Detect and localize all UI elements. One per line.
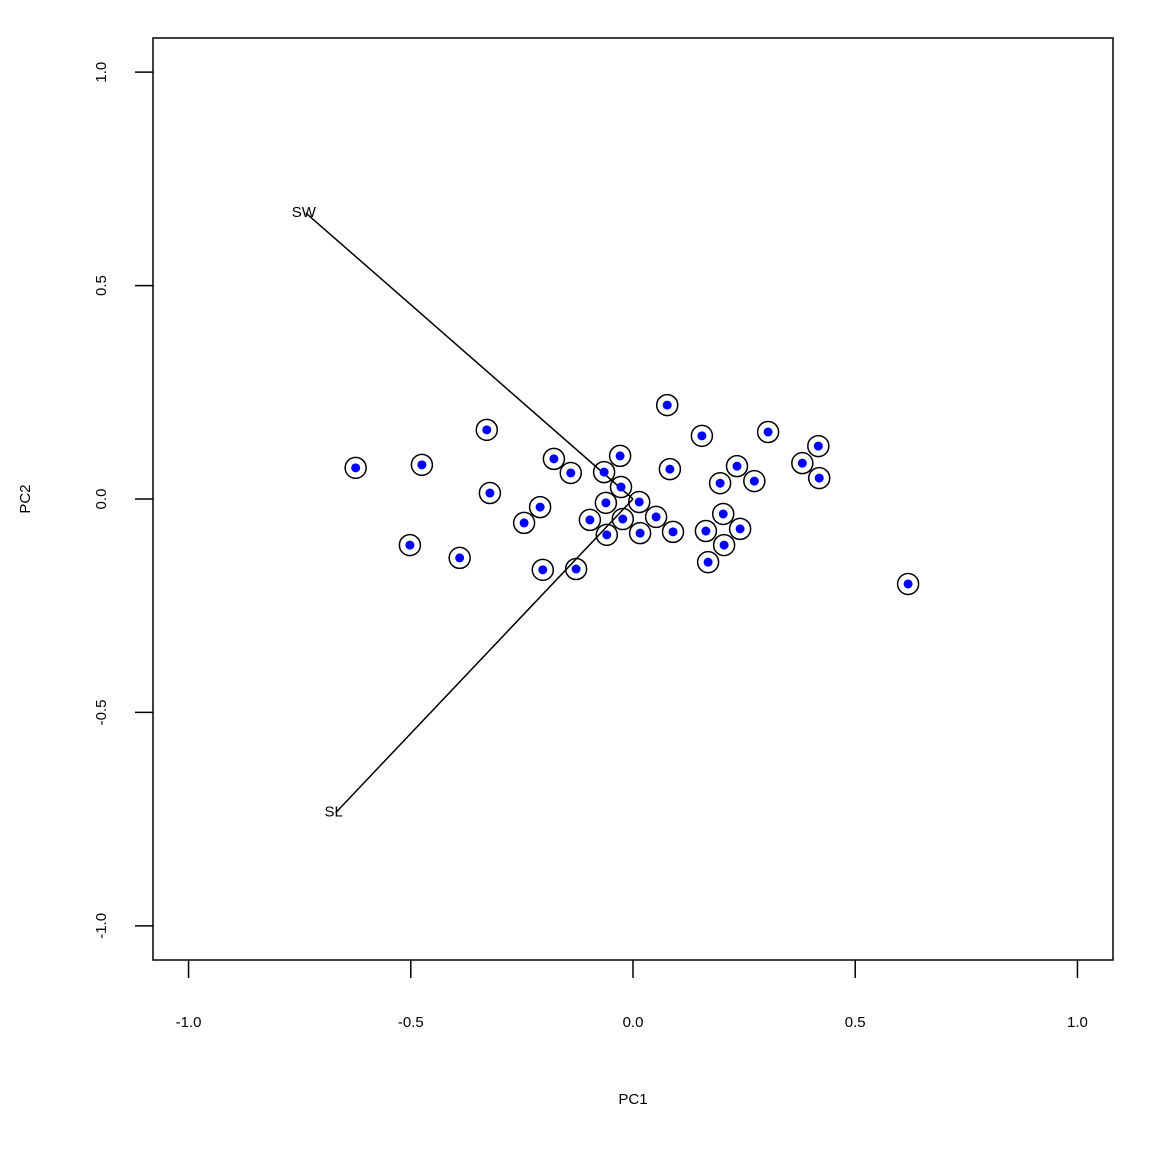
point [735,524,745,534]
point-ring [627,490,651,514]
point [535,502,545,512]
point-ring [807,466,831,490]
point [718,509,728,519]
y-tick-label: -1.0 [93,913,110,939]
point [601,498,611,508]
loading-arrow [335,498,634,814]
y-tick-label: -0.5 [93,699,110,725]
point [813,441,823,451]
point [566,468,576,478]
point-ring [531,558,555,582]
point-ring [528,495,552,519]
y-tick-label: 0.0 [93,489,110,510]
point-ring [542,447,566,471]
point [715,478,725,488]
point-ring [694,519,718,543]
point-ring [592,460,616,484]
point-ring [628,521,652,545]
point-ring [559,461,583,485]
point [519,518,529,528]
point [615,451,625,461]
loading-label: SW [292,204,317,221]
point [814,473,824,483]
point [651,512,661,522]
point-ring [564,557,588,581]
point [455,553,465,563]
point [665,464,675,474]
point-ring [728,517,752,541]
point [485,488,495,498]
point-ring [608,444,632,468]
point-ring [655,393,679,417]
point-ring [611,507,635,531]
point [703,557,713,567]
x-tick-label: 1.0 [1067,1014,1088,1031]
point-ring [448,546,471,570]
point [634,497,644,507]
point [549,454,559,464]
point-ring [708,471,732,495]
point-ring [512,511,536,535]
point-ring [725,454,749,478]
point-ring [344,456,367,480]
point-ring [807,434,830,458]
point-ring [410,453,434,477]
point [719,540,729,550]
point [797,458,807,468]
point-ring [578,508,602,532]
x-tick-label: -1.0 [176,1014,202,1031]
point [635,528,645,538]
point-ring [661,520,685,544]
point-ring [658,457,682,481]
point-ring [712,533,736,557]
point [732,461,742,471]
x-tick-label: -0.5 [398,1014,424,1031]
point [417,460,427,470]
x-axis-title: PC1 [618,1091,647,1108]
x-tick-label: 0.0 [623,1014,644,1031]
point-ring [791,451,814,475]
point [749,476,759,486]
point [763,427,773,437]
point [585,515,595,525]
point [482,425,492,435]
point-ring [609,475,633,499]
y-axis-title: PC2 [17,484,34,513]
point [697,431,707,441]
point-ring [743,469,766,493]
loading-label: SL [324,804,342,821]
point-ring [711,502,735,526]
point [351,463,361,473]
loading-arrow [305,212,634,500]
point [571,564,581,574]
point [599,467,609,477]
x-tick-label: 0.5 [845,1014,866,1031]
y-tick-label: 1.0 [93,62,110,83]
point-ring [690,424,714,448]
point [668,527,678,537]
point-ring [478,481,502,505]
point-ring [696,550,720,574]
point-ring [398,533,422,557]
point-ring [896,572,920,596]
point [538,565,548,575]
point [602,530,612,540]
point [616,482,626,492]
point [618,514,628,524]
point-ring [594,491,618,515]
point [405,540,415,550]
point [903,579,913,589]
point [662,400,672,410]
y-tick-label: 0.5 [93,275,110,296]
point-ring [475,418,499,442]
point-ring [756,420,780,444]
point-ring [644,505,668,529]
point [701,526,711,536]
point-ring [595,523,619,547]
